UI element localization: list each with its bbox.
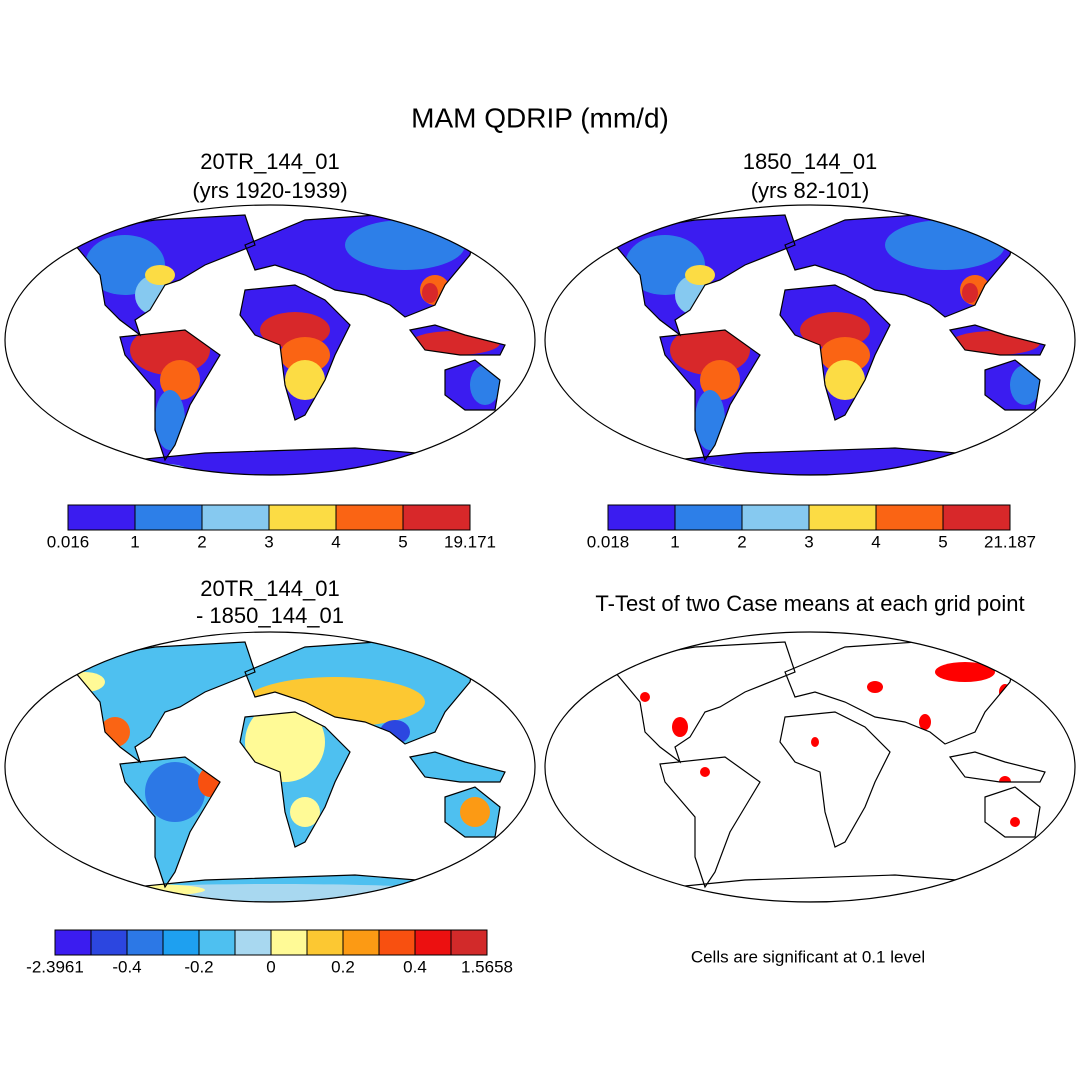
field-patch (460, 797, 490, 827)
field-patch (285, 360, 325, 400)
field-patch (685, 265, 715, 285)
colorbar-label: 4 (331, 532, 340, 551)
field-patch (935, 662, 995, 682)
colorbar-box (268, 504, 337, 531)
field-patch (155, 390, 185, 450)
panel-title: (yrs 1920-1939) (192, 178, 347, 203)
field-patch (422, 283, 438, 303)
colorbar-label: -0.2 (184, 957, 213, 976)
field-patch (290, 797, 320, 827)
colorbar-box (90, 929, 128, 956)
map-border (4, 204, 536, 476)
panel-title: 1850_144_01 (743, 149, 878, 174)
colorbar-box (67, 504, 136, 531)
map-border (544, 204, 1076, 476)
colorbar-label: 1 (130, 532, 139, 551)
figure-title: MAM QDRIP (mm/d) (411, 102, 669, 133)
field-patch (470, 365, 500, 405)
field-patch (640, 692, 650, 702)
colorbar-label: 0.4 (403, 957, 427, 976)
colorbar-label: 3 (804, 532, 813, 551)
field-patch (950, 886, 980, 894)
colorbar-label: -2.3961 (26, 957, 84, 976)
note: Cells are significant at 0.1 level (691, 947, 925, 966)
colorbar-box (234, 929, 272, 956)
colorbar-box (414, 929, 452, 956)
field-patch (145, 762, 205, 822)
colorbar-label: 1 (670, 532, 679, 551)
colorbar-box (942, 504, 1011, 531)
colorbar-box (674, 504, 743, 531)
colorbar-label: 0.016 (47, 532, 90, 551)
field-patch (811, 737, 819, 747)
colorbar-box (741, 504, 810, 531)
colorbar-box (335, 504, 404, 531)
colorbar-box (162, 929, 200, 956)
colorbar-label: 0.2 (331, 957, 355, 976)
panel-title: 20TR_144_01 (200, 576, 339, 601)
field-patch (825, 360, 865, 400)
colorbar-box (54, 929, 92, 956)
colorbar-label: 1.5658 (461, 957, 513, 976)
map-border (544, 631, 1076, 903)
field-patch (280, 337, 330, 373)
field-patch (672, 717, 688, 737)
colorbar-label: 3 (264, 532, 273, 551)
field-patch (245, 702, 325, 782)
colorbar-label: 2 (737, 532, 746, 551)
colorbar-box (402, 504, 471, 531)
colorbar-label: -0.4 (112, 957, 141, 976)
map-border (4, 631, 536, 903)
map (4, 631, 536, 903)
colorbar-box (306, 929, 344, 956)
colorbar-box (378, 929, 416, 956)
colorbar-label: 19.171 (444, 532, 496, 551)
colorbar-label: 0 (266, 957, 275, 976)
field-patch (1010, 365, 1040, 405)
colorbar-label: 0.018 (587, 532, 630, 551)
map (544, 631, 1076, 903)
panel-title: - 1850_144_01 (196, 603, 344, 628)
colorbar-box (607, 504, 676, 531)
field-patch (345, 220, 465, 270)
field-patch (962, 283, 978, 303)
field-patch (650, 890, 680, 898)
colorbar-label: 21.187 (984, 532, 1036, 551)
map (4, 204, 536, 476)
colorbar-box (270, 929, 308, 956)
colorbar-box (201, 504, 270, 531)
field-patch (820, 337, 870, 373)
field-patch (670, 325, 750, 375)
field-patch (700, 767, 710, 777)
colorbar-box (198, 929, 236, 956)
field-patch (145, 265, 175, 285)
colorbar-label: 5 (398, 532, 407, 551)
colorbar-label: 5 (938, 532, 947, 551)
field-patch (75, 884, 475, 902)
panel-title: T-Test of two Case means at each grid po… (595, 591, 1024, 616)
colorbar-label: 4 (871, 532, 880, 551)
colorbar-box (808, 504, 877, 531)
field-patch (1010, 817, 1020, 827)
field-patch (130, 325, 210, 375)
field-patch (695, 390, 725, 450)
colorbar-box (450, 929, 488, 956)
field-patch (867, 681, 883, 693)
colorbar-box (126, 929, 164, 956)
colorbar-box (875, 504, 944, 531)
panel-title: (yrs 82-101) (751, 178, 870, 203)
colorbar-box (342, 929, 380, 956)
field-patch (885, 220, 1005, 270)
map (544, 204, 1076, 476)
colorbar-box (134, 504, 203, 531)
colorbar-label: 2 (197, 532, 206, 551)
panel-title: 20TR_144_01 (200, 149, 339, 174)
field-patch (919, 714, 931, 730)
